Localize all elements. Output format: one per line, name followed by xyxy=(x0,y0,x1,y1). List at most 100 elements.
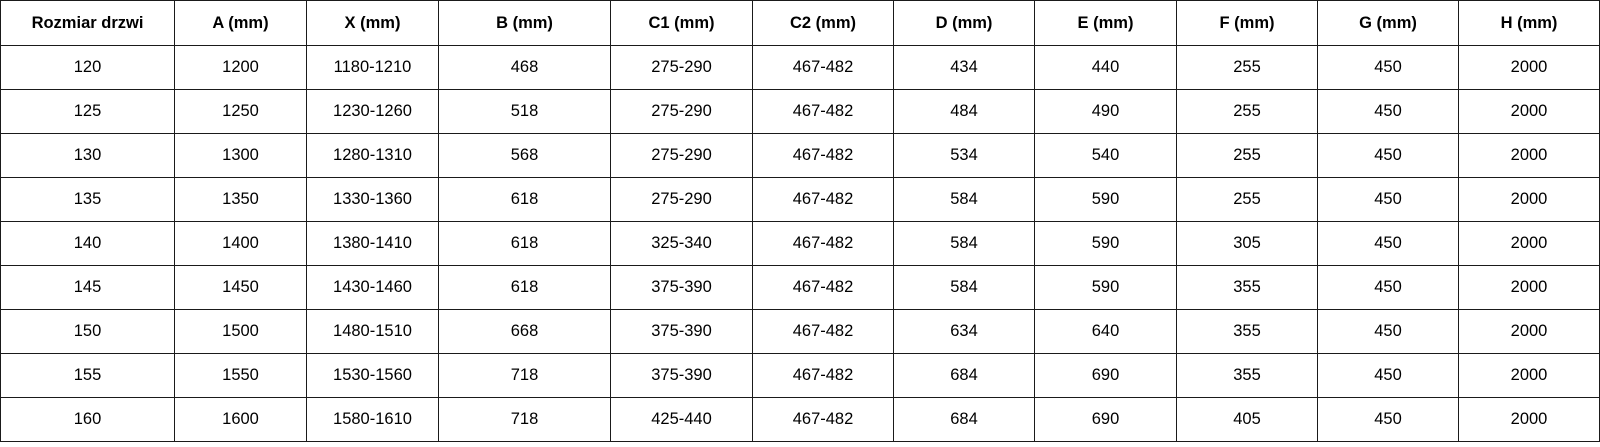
column-header: G (mm) xyxy=(1317,0,1459,46)
table-cell: 375-390 xyxy=(610,309,753,354)
table-cell: 140 xyxy=(0,221,175,266)
column-header: E (mm) xyxy=(1034,0,1177,46)
table-cell: 145 xyxy=(0,265,175,310)
table-cell: 355 xyxy=(1176,265,1318,310)
table-cell: 618 xyxy=(438,221,611,266)
table-cell: 2000 xyxy=(1458,265,1600,310)
table-cell: 1230-1260 xyxy=(306,89,439,134)
table-cell: 150 xyxy=(0,309,175,354)
column-header: Rozmiar drzwi xyxy=(0,0,175,46)
table-body: 120 1200 1180-1210 468 275-290 467-482 434 440 2… xyxy=(0,45,1600,442)
table-cell: 1450 xyxy=(174,265,307,310)
table-cell: 405 xyxy=(1176,397,1318,442)
table-cell: 135 xyxy=(0,177,175,222)
table-cell: 450 xyxy=(1317,265,1459,310)
table-cell: 375-390 xyxy=(610,353,753,398)
table-cell: 467-482 xyxy=(752,221,894,266)
table-cell: 718 xyxy=(438,397,611,442)
table-cell: 590 xyxy=(1034,265,1177,310)
table-cell: 275-290 xyxy=(610,177,753,222)
table-cell: 325-340 xyxy=(610,221,753,266)
table-cell: 2000 xyxy=(1458,353,1600,398)
table-cell: 450 xyxy=(1317,309,1459,354)
table-cell: 2000 xyxy=(1458,133,1600,178)
column-header: D (mm) xyxy=(893,0,1035,46)
table-cell: 275-290 xyxy=(610,133,753,178)
table-cell: 467-482 xyxy=(752,177,894,222)
table-cell: 640 xyxy=(1034,309,1177,354)
table-cell: 2000 xyxy=(1458,177,1600,222)
table-cell: 1580-1610 xyxy=(306,397,439,442)
table-cell: 668 xyxy=(438,309,611,354)
table-cell: 568 xyxy=(438,133,611,178)
table-cell: 355 xyxy=(1176,309,1318,354)
table-cell: 684 xyxy=(893,353,1035,398)
table-cell: 355 xyxy=(1176,353,1318,398)
column-header: F (mm) xyxy=(1176,0,1318,46)
column-header: A (mm) xyxy=(174,0,307,46)
table-cell: 1600 xyxy=(174,397,307,442)
table-cell: 1250 xyxy=(174,89,307,134)
table-row: 125 1250 1230-1260 518 275-290 467-482 484 490 2… xyxy=(0,89,1600,134)
table-cell: 618 xyxy=(438,265,611,310)
table-cell: 468 xyxy=(438,45,611,90)
table-cell: 684 xyxy=(893,397,1035,442)
table-cell: 1180-1210 xyxy=(306,45,439,90)
table-cell: 467-482 xyxy=(752,89,894,134)
table-cell: 590 xyxy=(1034,177,1177,222)
table-cell: 1480-1510 xyxy=(306,309,439,354)
table-cell: 1500 xyxy=(174,309,307,354)
table-cell: 2000 xyxy=(1458,45,1600,90)
table-cell: 255 xyxy=(1176,133,1318,178)
table-cell: 2000 xyxy=(1458,89,1600,134)
table-cell: 450 xyxy=(1317,177,1459,222)
column-header: X (mm) xyxy=(306,0,439,46)
table-cell: 275-290 xyxy=(610,89,753,134)
table-cell: 490 xyxy=(1034,89,1177,134)
table-row: 160 1600 1580-1610 718 425-440 467-482 684 690 4… xyxy=(0,397,1600,442)
table-cell: 255 xyxy=(1176,177,1318,222)
table-cell: 467-482 xyxy=(752,265,894,310)
table-cell: 718 xyxy=(438,353,611,398)
table-cell: 130 xyxy=(0,133,175,178)
column-header: H (mm) xyxy=(1458,0,1600,46)
table-cell: 467-482 xyxy=(752,133,894,178)
table-header: Rozmiar drzwi A (mm) X (mm) B (mm) C1 (mm) C2… xyxy=(0,0,1600,46)
table-cell: 618 xyxy=(438,177,611,222)
column-header: C2 (mm) xyxy=(752,0,894,46)
table-cell: 2000 xyxy=(1458,221,1600,266)
table-cell: 534 xyxy=(893,133,1035,178)
header-row: Rozmiar drzwi A (mm) X (mm) B (mm) C1 (mm) C2… xyxy=(0,0,1600,46)
table-cell: 484 xyxy=(893,89,1035,134)
table-cell: 1400 xyxy=(174,221,307,266)
table-cell: 450 xyxy=(1317,45,1459,90)
table-cell: 120 xyxy=(0,45,175,90)
table-cell: 590 xyxy=(1034,221,1177,266)
table-cell: 450 xyxy=(1317,221,1459,266)
table-cell: 434 xyxy=(893,45,1035,90)
table-cell: 1530-1560 xyxy=(306,353,439,398)
table-cell: 1300 xyxy=(174,133,307,178)
table-cell: 1200 xyxy=(174,45,307,90)
table-row: 120 1200 1180-1210 468 275-290 467-482 434 440 2… xyxy=(0,45,1600,90)
table-cell: 467-482 xyxy=(752,309,894,354)
table-cell: 2000 xyxy=(1458,309,1600,354)
table-cell: 1430-1460 xyxy=(306,265,439,310)
table-row: 135 1350 1330-1360 618 275-290 467-482 584 590 2… xyxy=(0,177,1600,222)
table-cell: 2000 xyxy=(1458,397,1600,442)
table-cell: 584 xyxy=(893,265,1035,310)
table-cell: 1330-1360 xyxy=(306,177,439,222)
table-cell: 540 xyxy=(1034,133,1177,178)
table-cell: 425-440 xyxy=(610,397,753,442)
table-cell: 440 xyxy=(1034,45,1177,90)
table-cell: 255 xyxy=(1176,89,1318,134)
table-row: 130 1300 1280-1310 568 275-290 467-482 534 540 2… xyxy=(0,133,1600,178)
table-row: 145 1450 1430-1460 618 375-390 467-482 584 590 3… xyxy=(0,265,1600,310)
table-cell: 584 xyxy=(893,177,1035,222)
table-cell: 255 xyxy=(1176,45,1318,90)
table-cell: 450 xyxy=(1317,133,1459,178)
table-cell: 690 xyxy=(1034,353,1177,398)
table-cell: 518 xyxy=(438,89,611,134)
table-cell: 690 xyxy=(1034,397,1177,442)
